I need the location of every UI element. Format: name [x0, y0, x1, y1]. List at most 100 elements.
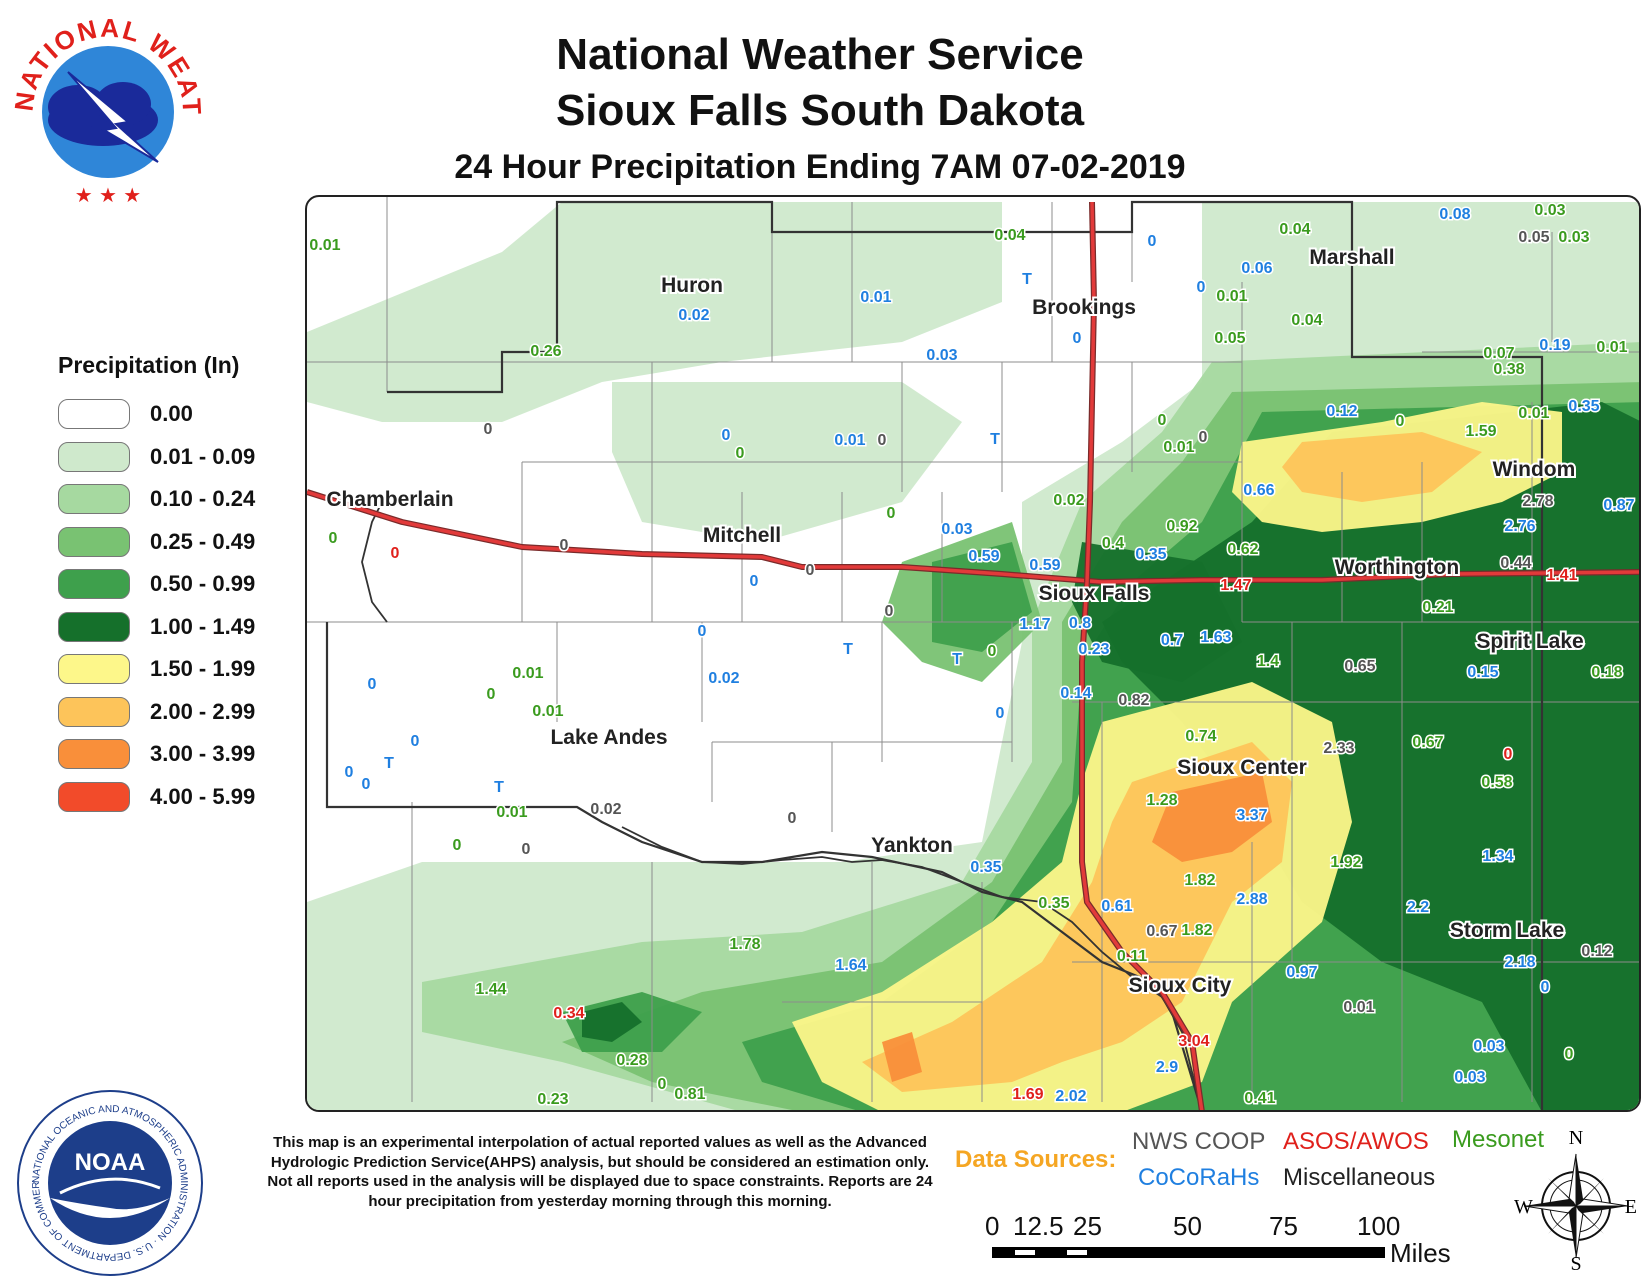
observation-value: 0.66 [1243, 482, 1274, 499]
observation-value: 0.03 [926, 347, 957, 364]
observation-value: 0 [996, 705, 1005, 722]
observation-value: 0 [885, 603, 894, 620]
observation-value: 2.76 [1504, 518, 1535, 535]
observation-value: 0.06 [1241, 260, 1272, 277]
city-label: Lake Andes [550, 726, 667, 749]
scale-bar [992, 1247, 1385, 1258]
legend-item: 3.00 - 3.99 [58, 733, 268, 776]
observation-value: 0.05 [1518, 229, 1549, 246]
observation-value: 0.61 [1101, 898, 1132, 915]
observation-value: 0.34 [553, 1005, 584, 1022]
legend: Precipitation (In) 0.00 0.01 - 0.09 0.10 -… [58, 352, 268, 818]
observation-value: 0.28 [616, 1052, 647, 1069]
city-label: Sioux Center [1177, 756, 1307, 779]
legend-item: 1.00 - 1.49 [58, 606, 268, 649]
observation-value: 0 [484, 421, 493, 438]
precip-region [1072, 542, 1242, 682]
observation-value: 0.02 [708, 670, 739, 687]
observation-value: 0.4 [1102, 535, 1124, 552]
city-label: Yankton [871, 834, 953, 857]
legend-label: 3.00 - 3.99 [150, 741, 256, 767]
observation-value: 0 [1197, 279, 1206, 296]
observation-value: T [843, 641, 853, 658]
precip-map: Huron Brookings Marshall Chamberlain Mitchel… [305, 195, 1641, 1112]
observation-value: 0.41 [1244, 1090, 1275, 1107]
legend-label: 0.50 - 0.99 [150, 571, 256, 597]
observation-value: 0 [1199, 429, 1208, 446]
observation-value: 0 [345, 764, 354, 781]
observation-value: 0.67 [1146, 923, 1177, 940]
observation-value: 0.81 [674, 1086, 705, 1103]
observation-value: 0.01 [1596, 339, 1627, 356]
legend-swatch [58, 739, 130, 770]
observation-value: 1.28 [1146, 792, 1177, 809]
city-label: Worthington [1335, 556, 1459, 579]
observation-value: 0.03 [941, 521, 972, 538]
observation-value: 1.41 [1546, 567, 1577, 584]
observation-value: 0.44 [1500, 555, 1531, 572]
data-sources-label: Data Sources: [955, 1146, 1117, 1173]
observation-value: 0.15 [1467, 664, 1498, 681]
observation-value: 0.8 [1069, 615, 1091, 632]
legend-item: 1.50 - 1.99 [58, 648, 268, 691]
legend-swatch [58, 399, 130, 430]
city-label: Spirit Lake [1476, 630, 1583, 653]
legend-swatch [58, 441, 130, 472]
observation-value: 0 [362, 776, 371, 793]
observation-value: 1.63 [1200, 629, 1231, 646]
observation-value: 0.12 [1581, 943, 1612, 960]
observation-value: 1.34 [1482, 848, 1513, 865]
city-label: Mitchell [703, 524, 781, 547]
map-canvas: Huron Brookings Marshall Chamberlain Mitchel… [307, 197, 1639, 1110]
observation-value: 0.18 [1591, 664, 1622, 681]
observation-value: 0.01 [1216, 288, 1247, 305]
observation-value: 0 [1541, 979, 1550, 996]
observation-value: 0.05 [1214, 330, 1245, 347]
observation-value: 0 [1565, 1046, 1574, 1063]
observation-value: 0.7 [1161, 632, 1183, 649]
observation-value: 0 [411, 733, 420, 750]
precip-region [1282, 432, 1482, 502]
legend-label: 0.25 - 0.49 [150, 528, 256, 554]
observation-value: 0 [560, 537, 569, 554]
observation-value: 0.92 [1166, 518, 1197, 535]
observation-value: 0 [1504, 746, 1513, 763]
source-cocorahs: CoCoRaHs [1138, 1164, 1260, 1191]
observation-value: 0.35 [970, 859, 1001, 876]
observation-value: 0 [1073, 330, 1082, 347]
legend-label: 0.00 [150, 401, 193, 427]
observation-value: 1.78 [729, 936, 760, 953]
observation-value: 0.03 [1558, 229, 1589, 246]
source-miscellaneous: Miscellaneous [1283, 1164, 1436, 1191]
legend-swatch [58, 569, 130, 600]
legend-swatch [58, 611, 130, 642]
observation-value: 3.37 [1236, 807, 1267, 824]
scale-tick: 25 [1073, 1211, 1102, 1241]
observation-value: 0 [658, 1076, 667, 1093]
observation-value: 0 [698, 623, 707, 640]
observation-value: 0.35 [1135, 546, 1166, 563]
observation-value: 1.82 [1184, 872, 1215, 889]
scale-tick: 0 [985, 1211, 1000, 1241]
observation-value: 2.02 [1055, 1088, 1086, 1105]
observation-value: 1.59 [1465, 423, 1496, 440]
cwa-boundary [387, 200, 1544, 1110]
missouri-river-north [361, 501, 388, 623]
observation-value: 0.01 [1343, 999, 1374, 1016]
observation-value: 0 [453, 837, 462, 854]
observation-value: 0.35 [1038, 895, 1069, 912]
observation-value: 0 [722, 427, 731, 444]
precip-region [882, 1032, 922, 1082]
observation-value: 0.11 [1117, 948, 1147, 965]
observation-value: 0.04 [1279, 221, 1310, 238]
observation-value: 0.59 [1029, 557, 1060, 574]
legend-label: 1.50 - 1.99 [150, 656, 256, 682]
observation-value: 0.26 [530, 343, 561, 360]
observation-value: 3.04 [1178, 1033, 1209, 1050]
legend-swatch [58, 526, 130, 557]
legend-label: 0.01 - 0.09 [150, 443, 256, 469]
observation-value: 0 [736, 445, 745, 462]
legend-item: 0.25 - 0.49 [58, 521, 268, 564]
scale-unit: Miles [1390, 1238, 1451, 1268]
legend-item: 4.00 - 5.99 [58, 776, 268, 819]
